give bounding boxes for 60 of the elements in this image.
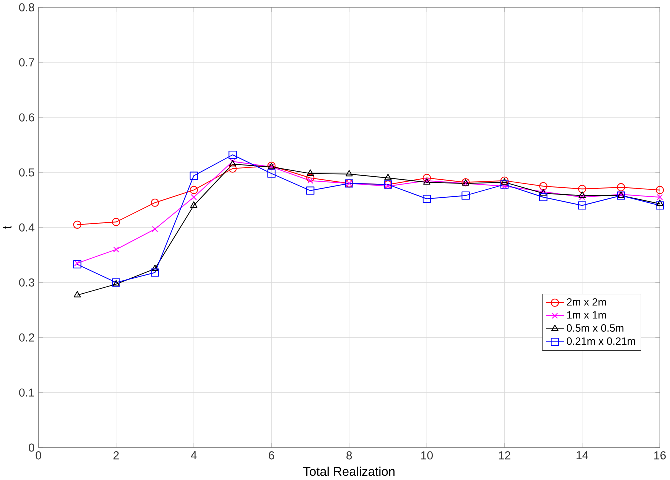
point	[113, 246, 120, 253]
x-tick-label: 4	[191, 452, 197, 460]
x-tick-label: 8	[346, 452, 352, 460]
point	[306, 170, 314, 176]
x-tick-label: 0	[36, 452, 42, 460]
point	[190, 186, 198, 195]
legend-label: 0.21m x 0.21m	[567, 338, 636, 346]
point	[306, 174, 315, 182]
point	[346, 170, 353, 177]
y-tick-label: 0.6	[19, 114, 34, 122]
point	[500, 180, 509, 190]
legend-label: 1m x 1m	[567, 312, 606, 319]
y-tick-label: 0	[29, 444, 35, 452]
x-tick-label: 16	[654, 452, 666, 460]
x-tick-label: 12	[499, 452, 511, 460]
point	[539, 182, 548, 191]
x-tick-label: 10	[422, 452, 434, 460]
x-axis-title: Total Realization	[303, 467, 395, 476]
point	[112, 218, 120, 226]
point	[384, 174, 392, 181]
x-tick-label: 6	[269, 452, 274, 460]
point	[73, 221, 82, 230]
point	[578, 192, 586, 198]
point	[74, 291, 82, 298]
legend-label: 2m x 2m	[567, 298, 606, 306]
point	[422, 174, 432, 182]
point	[578, 185, 587, 194]
y-tick-label: 0.4	[19, 224, 35, 232]
point	[617, 184, 626, 192]
point	[656, 200, 664, 206]
y-tick-label: 0.2	[19, 334, 34, 342]
y-tick-label: 0.7	[19, 58, 34, 67]
point	[268, 170, 276, 178]
y-tick-label: 0.5	[19, 168, 34, 177]
y-tick-label: 0.1	[19, 388, 34, 398]
point	[308, 178, 314, 184]
x-tick-label: 2	[114, 452, 119, 460]
point	[190, 172, 198, 180]
y-tick-label: 0.3	[19, 278, 34, 287]
point	[422, 195, 432, 204]
point	[151, 268, 160, 278]
y-axis-title: t	[3, 226, 12, 230]
point	[579, 194, 586, 201]
point	[191, 194, 198, 201]
point	[656, 186, 664, 195]
legend-label: 0.5m x 0.5m	[567, 324, 624, 332]
x-tick-label: 14	[576, 452, 588, 460]
point	[462, 192, 470, 200]
point	[228, 151, 237, 160]
point	[578, 202, 587, 210]
point	[228, 164, 237, 174]
point	[152, 226, 158, 233]
point	[151, 199, 160, 208]
point	[190, 202, 198, 208]
point	[656, 202, 664, 210]
y-tick-label: 0.8	[19, 4, 34, 12]
point	[539, 194, 548, 202]
point	[152, 265, 159, 272]
point	[306, 186, 315, 196]
point	[657, 194, 664, 201]
